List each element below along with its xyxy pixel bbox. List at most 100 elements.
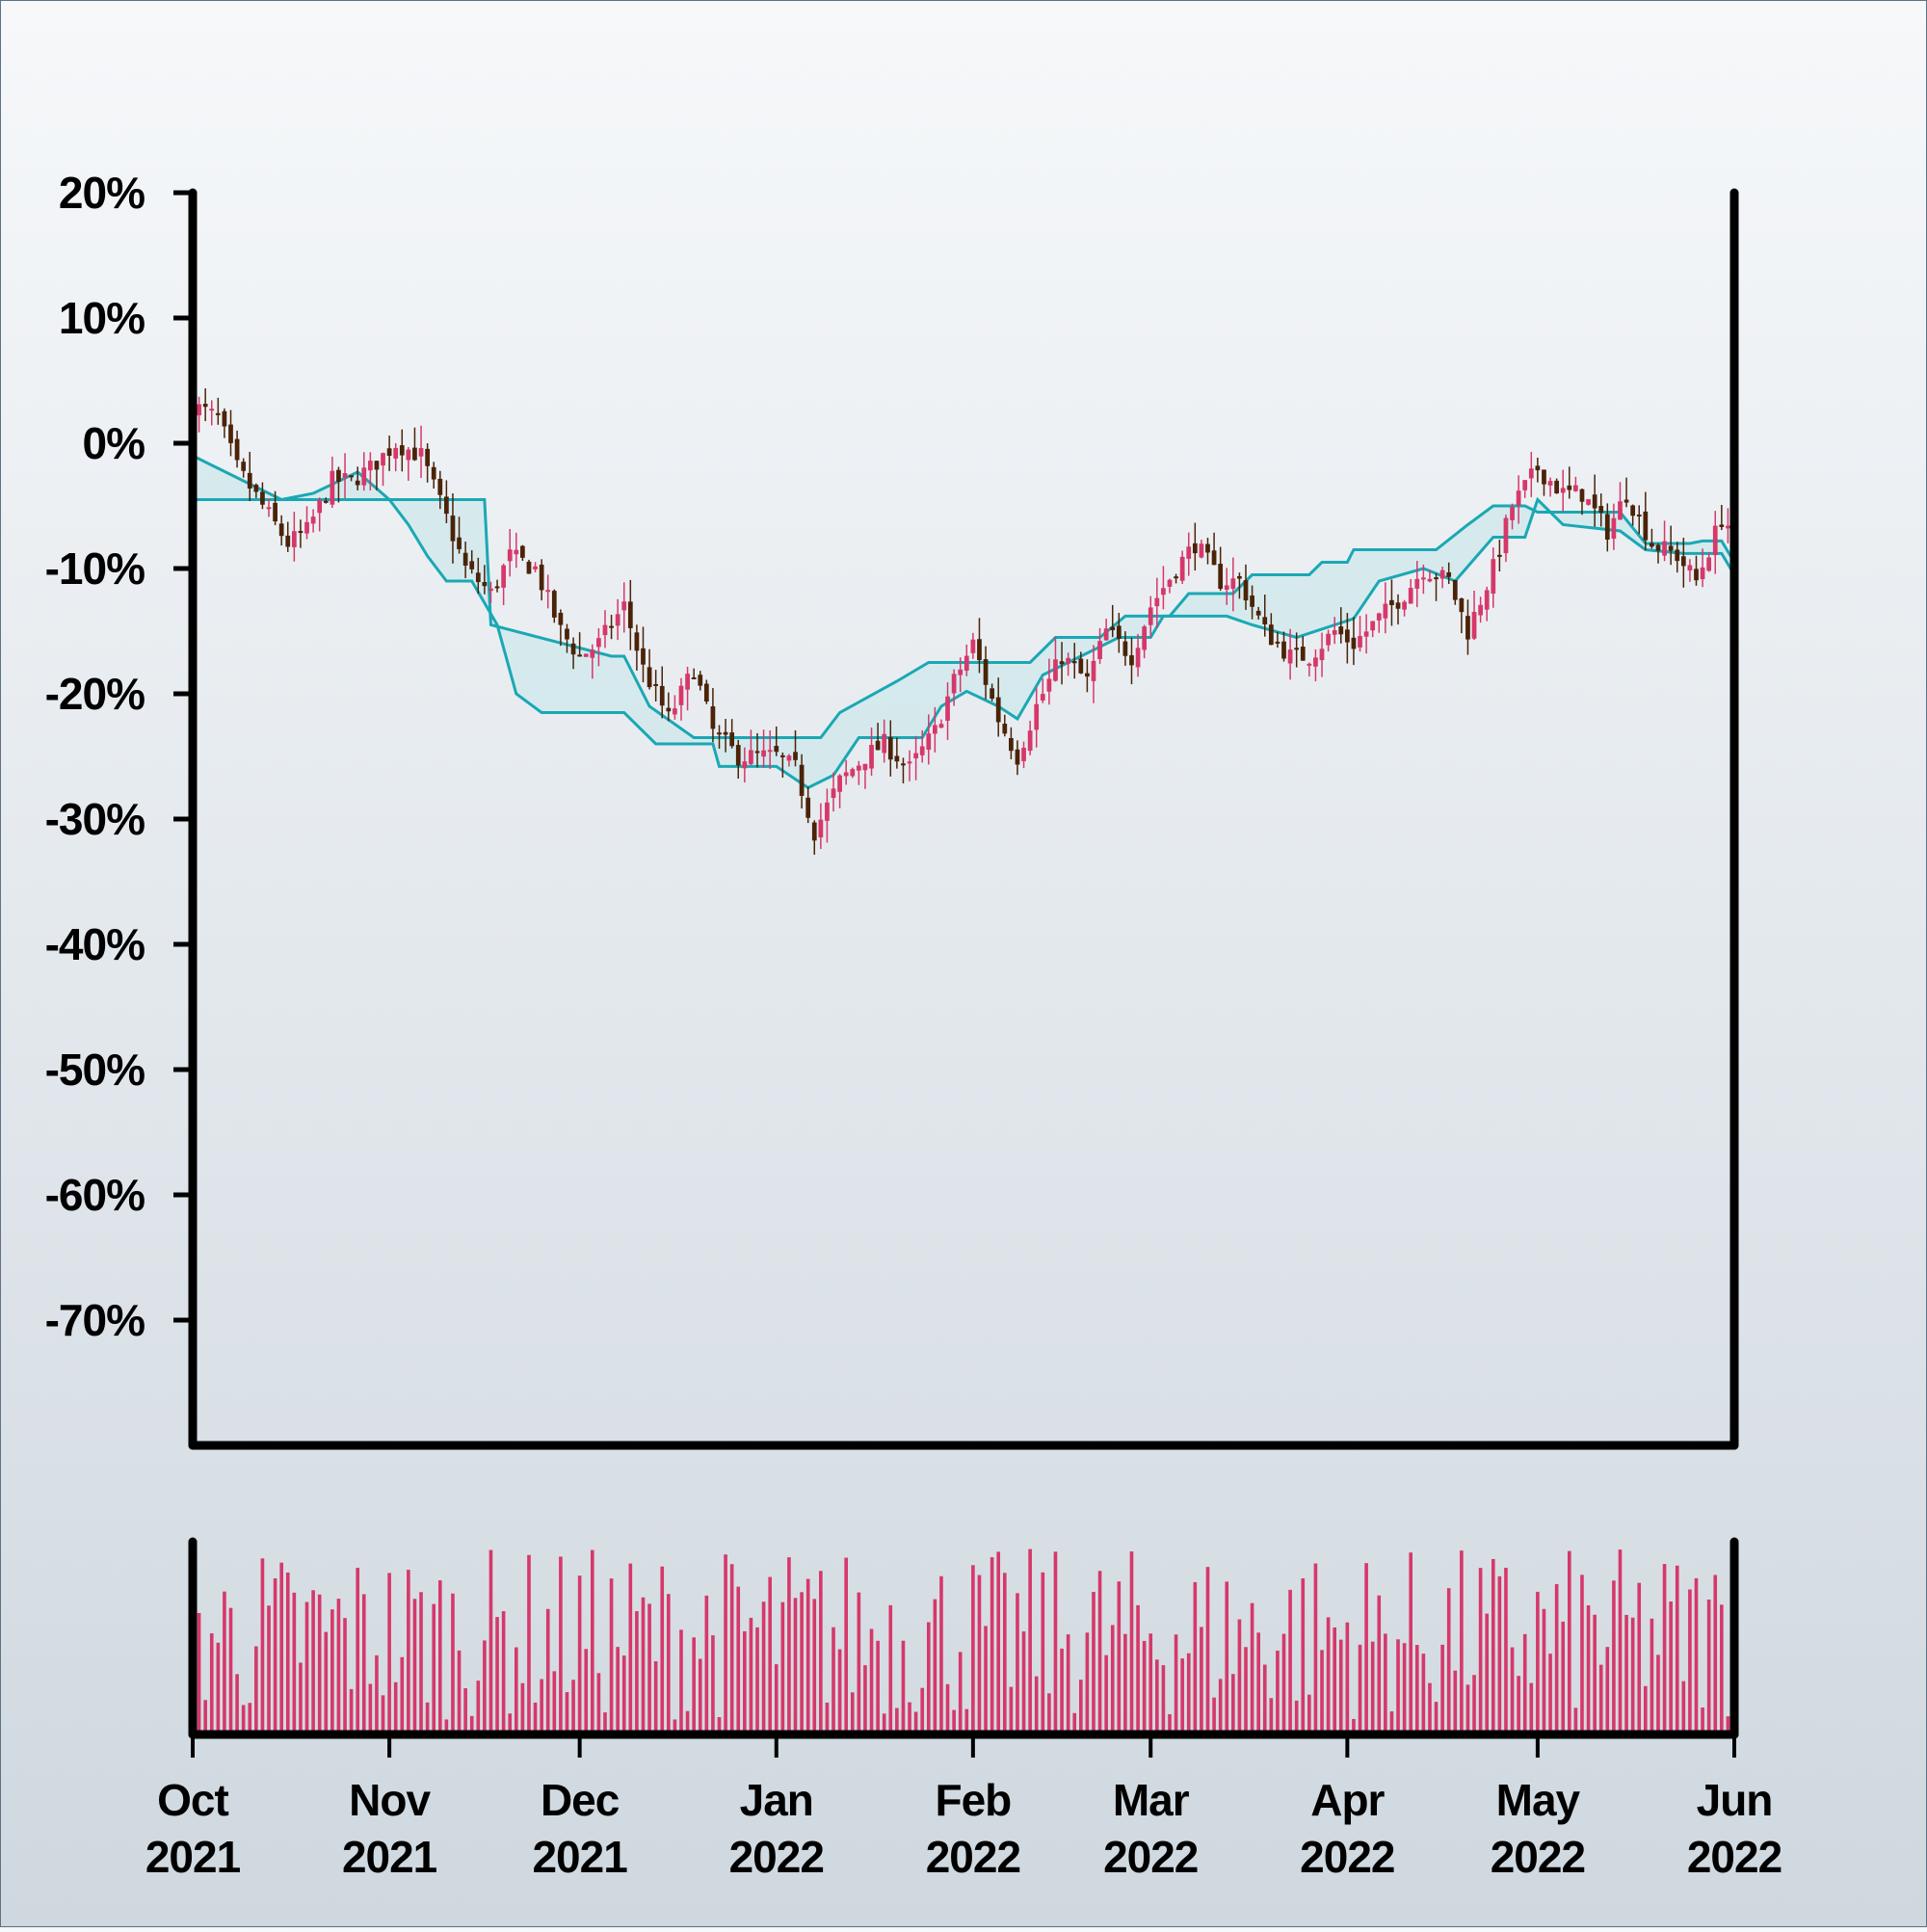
volume-bar <box>724 1554 727 1734</box>
volume-bar <box>1301 1577 1306 1734</box>
volume-bar <box>1377 1595 1382 1734</box>
candle-body <box>298 531 304 534</box>
candle <box>418 425 424 479</box>
candle-body <box>418 448 424 457</box>
volume-bar <box>1294 1700 1299 1734</box>
candle <box>228 410 233 457</box>
candle-body <box>1078 658 1084 674</box>
price-panel: 20% 10% 0% -10% -20% -30% -40% -50% -60% -70% <box>45 168 1739 1450</box>
candle-body <box>342 473 348 478</box>
volume-bar <box>635 1611 639 1734</box>
candle-body <box>887 737 893 760</box>
volume-bar <box>1110 1625 1115 1734</box>
candle-body <box>501 565 507 588</box>
candle-body <box>901 763 906 766</box>
candle <box>1338 607 1344 644</box>
volume-bar <box>1662 1564 1667 1734</box>
candle <box>653 670 659 702</box>
candle-body <box>1611 517 1617 540</box>
volume-bar <box>533 1702 538 1734</box>
candle-body <box>533 566 538 569</box>
candle <box>882 719 887 763</box>
volume-bar <box>1117 1581 1122 1734</box>
volume-bar <box>1200 1627 1203 1734</box>
candle-body <box>1547 481 1553 486</box>
volume-bar <box>1713 1575 1718 1734</box>
volume-bar <box>1066 1634 1070 1734</box>
volume-bar <box>805 1578 810 1734</box>
volume-bar <box>971 1565 975 1734</box>
volume-bar <box>1174 1634 1178 1734</box>
candle <box>260 482 265 510</box>
candle-body <box>850 769 856 777</box>
candle-body <box>1122 641 1128 656</box>
candle-body <box>285 535 291 547</box>
volume-bar <box>336 1599 341 1734</box>
candle <box>1344 613 1350 664</box>
candle <box>1655 543 1661 564</box>
volume-bar <box>832 1627 835 1734</box>
volume-bar <box>977 1575 982 1734</box>
volume-bar <box>1193 1581 1198 1734</box>
candle-body <box>228 424 233 443</box>
candle-body <box>1161 588 1166 595</box>
candle-body <box>1034 703 1040 730</box>
candle-body <box>875 740 881 751</box>
volume-bar <box>311 1590 315 1734</box>
candle-body <box>273 502 277 522</box>
candle <box>247 451 252 502</box>
candle <box>1002 714 1008 737</box>
candle-body <box>786 755 792 761</box>
candle <box>1358 616 1362 652</box>
volume-bar <box>761 1601 766 1734</box>
volume-bar <box>1225 1581 1229 1734</box>
candle <box>1712 511 1718 574</box>
volume-bar <box>800 1592 804 1734</box>
candle <box>1021 741 1026 769</box>
candle <box>241 458 247 478</box>
candle-body <box>1573 485 1578 491</box>
candle-body <box>545 590 551 593</box>
candle-body <box>278 523 284 537</box>
candle <box>1383 582 1388 634</box>
candle <box>1408 578 1413 604</box>
candle <box>298 519 304 548</box>
candle <box>901 757 906 783</box>
candle-body <box>1326 633 1331 646</box>
candle-body <box>1275 641 1280 644</box>
volume-bar <box>317 1594 322 1734</box>
candle <box>1230 557 1236 612</box>
candle <box>894 737 900 769</box>
candle <box>919 729 925 763</box>
volume-bar <box>933 1599 937 1734</box>
candle <box>723 719 728 753</box>
candle-body <box>1598 506 1604 513</box>
candle-body <box>995 697 1001 723</box>
candle-body <box>355 480 360 486</box>
candle <box>444 480 449 524</box>
candle <box>367 452 373 490</box>
volume-bar <box>1701 1707 1704 1734</box>
volume-bar <box>571 1680 575 1734</box>
candle <box>647 648 652 690</box>
candle-body <box>317 499 323 514</box>
candle-body <box>1516 490 1521 506</box>
volume-bar <box>501 1611 506 1734</box>
volume-bar <box>451 1593 455 1734</box>
candle-body <box>1066 657 1071 664</box>
candle-body <box>406 449 411 461</box>
x-tick-year: 2021 <box>145 1832 241 1882</box>
volume-bar <box>1567 1550 1571 1734</box>
candle <box>551 589 557 623</box>
candle <box>685 666 690 711</box>
candle-body <box>412 447 417 461</box>
volume-bar <box>990 1557 994 1734</box>
volume-bar <box>545 1608 550 1734</box>
volume-bar <box>704 1595 709 1734</box>
candle-body <box>1586 499 1591 505</box>
volume-bar <box>1694 1577 1699 1734</box>
volume-bar <box>1345 1622 1350 1734</box>
volume-bar <box>1529 1682 1534 1734</box>
candle <box>273 490 277 525</box>
candle-body <box>602 624 608 636</box>
